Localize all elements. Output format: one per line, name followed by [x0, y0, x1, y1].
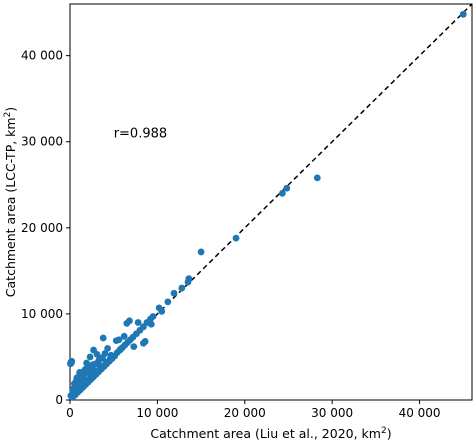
y-tick-label: 10 000	[21, 307, 63, 321]
y-axis-label-end: )	[3, 107, 18, 112]
x-tick-label: 40 000	[399, 406, 441, 420]
data-point	[164, 298, 172, 306]
y-tick-label: 0	[55, 393, 63, 407]
y-axis-label: Catchment area (LCC-TP, km2)	[3, 107, 18, 297]
data-point	[120, 332, 128, 340]
data-point	[106, 355, 114, 363]
data-point	[178, 284, 186, 292]
data-point	[67, 360, 74, 368]
data-point	[93, 350, 101, 358]
y-axis-label-superscript: 2	[3, 112, 13, 118]
x-tick-label: 30 000	[311, 406, 353, 420]
data-point	[123, 319, 131, 327]
data-point	[134, 319, 142, 326]
y-tick-label: 30 000	[21, 135, 63, 149]
data-point	[283, 184, 291, 192]
x-tick-label: 0	[66, 406, 74, 420]
x-axis-label-end: )	[387, 426, 392, 441]
data-point	[86, 353, 94, 361]
x-tick-label: 20 000	[224, 406, 266, 420]
correlation-annotation: r=0.988	[114, 126, 167, 141]
data-point	[459, 10, 467, 18]
data-point	[147, 320, 155, 328]
data-point	[155, 304, 163, 312]
data-point	[170, 289, 178, 297]
data-point	[115, 336, 123, 344]
data-point	[278, 189, 286, 197]
data-point	[130, 343, 138, 351]
data-point	[184, 278, 192, 286]
x-axis-label-superscript: 2	[381, 426, 387, 436]
data-point	[97, 363, 104, 370]
y-axis-label-main: Catchment area (LCC-TP, km	[3, 117, 18, 297]
data-point	[99, 334, 107, 342]
x-axis-ticks: 0 10 000 20 000 30 000 40 000	[66, 400, 441, 420]
data-point	[104, 344, 111, 352]
data-point	[89, 361, 97, 369]
x-axis-label: Catchment area (Liu et al., 2020, km2)	[150, 426, 391, 441]
data-point	[91, 367, 99, 375]
data-point	[197, 248, 205, 256]
data-point	[86, 371, 94, 379]
data-point	[117, 345, 125, 353]
scatter-points	[67, 10, 467, 401]
x-axis-label-main: Catchment area (Liu et al., 2020, km	[150, 426, 381, 441]
data-point	[313, 174, 321, 182]
y-tick-label: 40 000	[21, 49, 63, 63]
y-tick-label: 20 000	[21, 221, 63, 235]
data-point	[141, 338, 149, 345]
data-point	[101, 350, 109, 357]
data-point	[77, 381, 84, 388]
x-tick-label: 10 000	[136, 406, 178, 420]
y-axis-ticks: 0 10 000 20 000 30 000 40 000	[21, 49, 70, 407]
data-point	[81, 375, 89, 383]
data-point	[232, 234, 240, 242]
plot-area-frame	[69, 3, 473, 401]
